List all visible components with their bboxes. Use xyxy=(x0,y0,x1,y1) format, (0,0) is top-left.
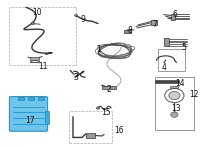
Bar xyxy=(170,86,178,88)
Text: 8: 8 xyxy=(128,26,132,35)
FancyBboxPatch shape xyxy=(9,97,48,131)
Circle shape xyxy=(31,22,35,25)
Bar xyxy=(18,97,24,100)
Text: 15: 15 xyxy=(101,108,111,117)
Polygon shape xyxy=(97,43,133,58)
Bar xyxy=(151,20,157,25)
Bar xyxy=(30,57,39,60)
Text: 5: 5 xyxy=(182,42,186,52)
Bar xyxy=(158,49,185,71)
Circle shape xyxy=(96,107,100,109)
Bar xyxy=(45,111,49,124)
Text: 11: 11 xyxy=(38,62,48,71)
Circle shape xyxy=(75,14,77,16)
Bar xyxy=(124,30,131,33)
Bar xyxy=(171,14,175,20)
Text: 14: 14 xyxy=(175,78,185,88)
Text: 2: 2 xyxy=(107,85,111,94)
Text: 7: 7 xyxy=(153,20,157,30)
Bar xyxy=(9,7,76,65)
Text: 4: 4 xyxy=(162,63,166,72)
Bar xyxy=(155,77,194,130)
Bar xyxy=(38,97,44,100)
Circle shape xyxy=(171,112,178,117)
Text: 9: 9 xyxy=(81,15,85,24)
Text: 1: 1 xyxy=(97,45,101,55)
Bar xyxy=(28,97,34,100)
Text: 13: 13 xyxy=(171,103,181,113)
Text: 16: 16 xyxy=(114,126,124,135)
Text: 12: 12 xyxy=(189,90,199,99)
Text: 3: 3 xyxy=(73,73,78,82)
Bar xyxy=(69,111,112,143)
Text: 6: 6 xyxy=(173,10,177,19)
Text: 10: 10 xyxy=(32,8,42,17)
Circle shape xyxy=(169,91,180,100)
Bar xyxy=(102,86,116,89)
Bar xyxy=(164,38,169,46)
Text: 17: 17 xyxy=(25,116,34,125)
Bar xyxy=(155,80,179,83)
Bar xyxy=(86,133,95,138)
